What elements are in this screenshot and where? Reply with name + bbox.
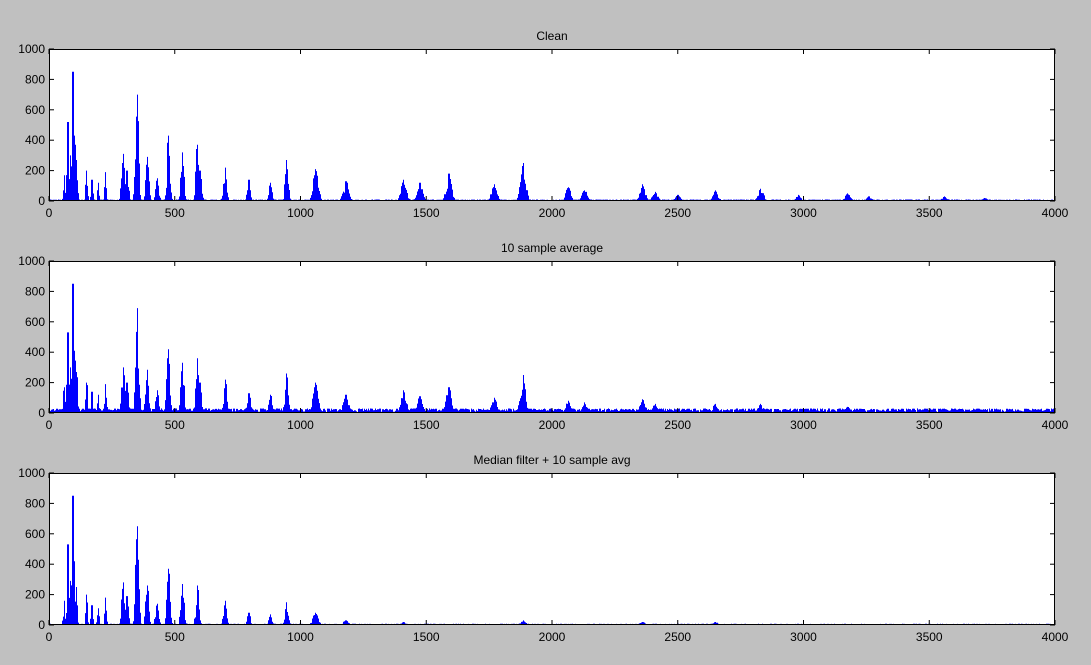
x-tick-label: 3000 xyxy=(790,630,817,644)
y-tick-label: 0 xyxy=(38,618,45,632)
x-tick-label: 1500 xyxy=(413,418,440,432)
x-tick-label: 3500 xyxy=(916,206,943,220)
x-tick-label: 4000 xyxy=(1042,630,1069,644)
x-tick-label: 500 xyxy=(165,418,185,432)
x-tick-label: 3000 xyxy=(790,206,817,220)
subplot-title: Clean xyxy=(536,29,567,43)
x-tick-label: 0 xyxy=(46,630,53,644)
x-tick-label: 1500 xyxy=(413,630,440,644)
y-tick-label: 800 xyxy=(25,496,45,510)
x-tick-label: 0 xyxy=(46,206,53,220)
y-tick-label: 200 xyxy=(25,588,45,602)
y-tick-label: 1000 xyxy=(18,254,45,268)
subplot-title: 10 sample average xyxy=(501,241,603,255)
y-tick-label: 400 xyxy=(25,345,45,359)
x-tick-label: 1000 xyxy=(287,418,314,432)
y-tick-label: 400 xyxy=(25,557,45,571)
x-tick-label: 4000 xyxy=(1042,418,1069,432)
y-tick-label: 600 xyxy=(25,315,45,329)
x-tick-label: 500 xyxy=(165,206,185,220)
y-tick-label: 200 xyxy=(25,164,45,178)
subplot-title: Median filter + 10 sample avg xyxy=(473,453,630,467)
subplot-1: Clean 0 500 1000 1500 2000 2500 3000 3500 4000 0 20… xyxy=(18,29,1068,220)
y-tick-label: 400 xyxy=(25,133,45,147)
x-tick-label: 4000 xyxy=(1042,206,1069,220)
y-tick-label: 600 xyxy=(25,527,45,541)
x-tick-label: 3000 xyxy=(790,418,817,432)
y-tick-label: 800 xyxy=(25,72,45,86)
x-tick-label: 2500 xyxy=(664,418,691,432)
x-tick-label: 1000 xyxy=(287,206,314,220)
y-tick-label: 600 xyxy=(25,103,45,117)
y-tick-label: 0 xyxy=(38,194,45,208)
y-tick-label: 1000 xyxy=(18,42,45,56)
x-tick-label: 500 xyxy=(165,630,185,644)
axes-background xyxy=(49,49,1055,201)
x-tick-label: 2500 xyxy=(664,630,691,644)
y-tick-label: 1000 xyxy=(18,466,45,480)
y-tick-label: 800 xyxy=(25,284,45,298)
x-tick-label: 3500 xyxy=(916,418,943,432)
x-tick-label: 2500 xyxy=(664,206,691,220)
x-tick-label: 0 xyxy=(46,418,53,432)
x-tick-label: 2000 xyxy=(539,206,566,220)
y-tick-label: 200 xyxy=(25,376,45,390)
x-tick-label: 1500 xyxy=(413,206,440,220)
x-tick-label: 3500 xyxy=(916,630,943,644)
x-tick-label: 1000 xyxy=(287,630,314,644)
x-tick-label: 2000 xyxy=(539,418,566,432)
axes-background xyxy=(49,261,1055,413)
y-tick-label: 0 xyxy=(38,406,45,420)
x-tick-label: 2000 xyxy=(539,630,566,644)
subplot-3: Median filter + 10 sample avg 0 500 1000 150… xyxy=(18,453,1068,644)
axes-background xyxy=(49,473,1055,625)
